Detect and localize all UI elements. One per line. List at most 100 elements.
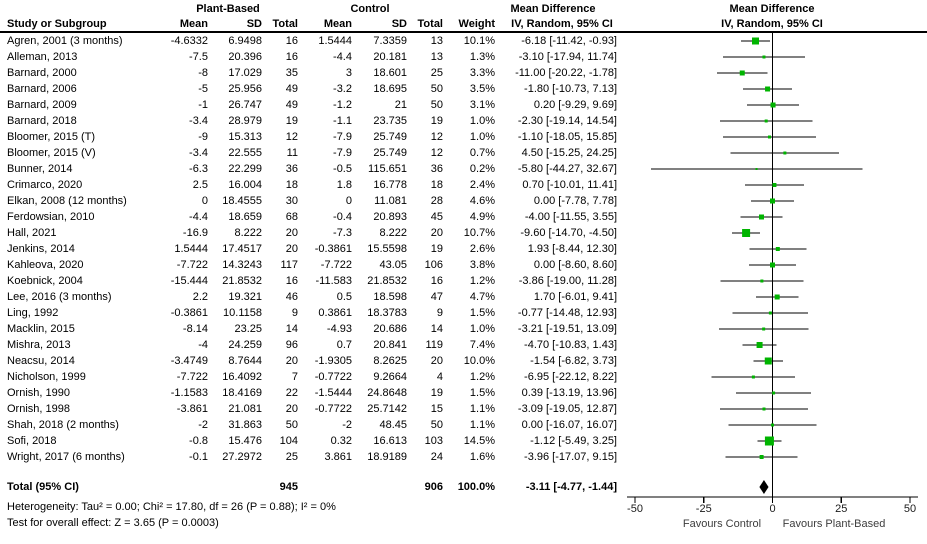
md-column-title: Mean Difference (510, 3, 596, 15)
md-ci-text: 1.93 [-8.44, 12.30] (527, 243, 617, 255)
heterogeneity-text: Heterogeneity: Tau² = 0.00; Chi² = 17.80… (7, 501, 336, 513)
effect-marker (767, 135, 771, 139)
study-name: Shah, 2018 (2 months) (7, 419, 119, 431)
md-ci-text: -1.80 [-10.73, 7.13] (524, 83, 617, 95)
pb-total-value: 104 (279, 435, 298, 447)
pb-mean-value: -6.3 (189, 163, 208, 175)
effect-marker (759, 455, 764, 459)
summary-diamond (759, 480, 769, 494)
pb-sd-value: 8.7644 (228, 355, 262, 367)
study-row: Ling, 1992 -0.3861 10.1158 9 0.3861 18.3783 9 1… (0, 305, 927, 321)
md-ci-text: -5.80 [-44.27, 32.67] (517, 163, 617, 175)
study-row: Ornish, 1990 -1.1583 18.4169 22 -1.5444 24.86… (0, 385, 927, 401)
control-total-value: 50 (430, 99, 443, 111)
control-sd-value: 7.3359 (373, 35, 407, 47)
pb-sd-value: 8.222 (234, 227, 262, 239)
control-mean-value: -7.9 (333, 131, 352, 143)
pb-mean-value: -2 (198, 419, 208, 431)
total-label: Total (95% CI) (7, 481, 79, 493)
pb-mean-value: -8.14 (182, 323, 208, 335)
weight-value: 14.5% (463, 435, 495, 447)
pb-total-value: 20 (285, 355, 298, 367)
weight-value: 0.7% (469, 147, 495, 159)
control-mean-value: 0.7 (336, 339, 352, 351)
total-row: Total (95% CI) 945 906 100.0% -3.11 [-4.… (0, 479, 927, 495)
total-ci-text: -3.11 [-4.77, -1.44] (525, 481, 617, 493)
pb-total-value: 20 (285, 243, 298, 255)
control-sd-value: 25.749 (373, 147, 407, 159)
control-mean-value: -1.5444 (314, 387, 352, 399)
control-sd-value: 25.749 (373, 131, 407, 143)
study-name: Ornish, 1998 (7, 403, 70, 415)
control-mean-value: -7.9 (333, 147, 352, 159)
control-total-value: 28 (430, 195, 443, 207)
pb-mean-value: -3.4 (189, 147, 208, 159)
md-ci-text: -0.77 [-14.48, 12.93] (517, 307, 617, 319)
study-row: Lee, 2016 (3 months) 2.2 19.321 46 0.5 18.598… (0, 289, 927, 305)
study-name: Ling, 1992 (7, 307, 59, 319)
weight-value: 1.2% (469, 371, 495, 383)
pb-sd-value: 18.4555 (222, 195, 262, 207)
effect-marker (775, 247, 780, 251)
pb-mean-value: -7.722 (176, 371, 208, 383)
control-total-value: 9 (436, 307, 443, 319)
weight-value: 10.0% (463, 355, 495, 367)
md-ci-text: 0.39 [-13.19, 13.96] (521, 387, 617, 399)
pb-mean-value: -3.4749 (170, 355, 208, 367)
control-sd-value: 16.778 (373, 179, 407, 191)
effect-marker (760, 279, 764, 283)
pb-total-value: 7 (291, 371, 298, 383)
pb-sd-value: 23.25 (234, 323, 262, 335)
md-ci-text: -2.30 [-19.14, 14.54] (517, 115, 617, 127)
study-row: Agren, 2001 (3 months) -4.6332 6.9498 16 1.5… (0, 33, 927, 49)
md-plot-subtitle: IV, Random, 95% CI (721, 18, 823, 30)
study-name: Crimarco, 2020 (7, 179, 83, 191)
pb-mean-value: -1.1583 (170, 387, 208, 399)
md-ci-text: -6.95 [-22.12, 8.22] (524, 371, 617, 383)
pb-sd-value: 21.8532 (222, 275, 262, 287)
effect-marker (762, 407, 766, 411)
study-name: Macklin, 2015 (7, 323, 75, 335)
control-mean-value: -0.7722 (314, 371, 352, 383)
study-name: Barnard, 2000 (7, 67, 77, 79)
study-row: Alleman, 2013 -7.5 20.396 16 -4.4 20.181 13 1.3… (0, 49, 927, 65)
control-sd-value: 11.081 (374, 195, 407, 207)
pb-total-value: 14 (285, 323, 298, 335)
control-total-value: 36 (430, 163, 443, 175)
overall-effect-text: Test for overall effect: Z = 3.65 (P = 0… (7, 517, 219, 529)
weight-value: 1.6% (469, 451, 495, 463)
study-row: Nicholson, 1999 -7.722 16.4092 7 -0.7722 9.26… (0, 369, 927, 385)
md-column-subtitle: IV, Random, 95% CI (511, 18, 613, 30)
control-sd-value: 18.601 (373, 67, 407, 79)
md-ci-text: 0.00 [-8.60, 8.60] (533, 259, 617, 271)
study-row: Barnard, 2009 -1 26.747 49 -1.2 21 50 3.1% 0.20 … (0, 97, 927, 113)
control-mean-value: 1.5444 (318, 35, 352, 47)
md-ci-text: 0.00 [-16.07, 16.07] (521, 419, 617, 431)
pb-mean-value: -4.4 (189, 211, 208, 223)
pb-total-value: 50 (285, 419, 298, 431)
pb-total-value: 35 (285, 67, 298, 79)
effect-marker (764, 357, 772, 365)
pb-mean-value: -3.861 (176, 403, 208, 415)
pb-sd-value: 14.3243 (222, 259, 262, 271)
pb-sd-value: 21.081 (228, 403, 262, 415)
weight-value: 4.9% (469, 211, 495, 223)
control-total-value: 24 (430, 451, 443, 463)
axis-tick-label: 50 (903, 503, 917, 515)
study-row: Mishra, 2013 -4 24.259 96 0.7 20.841 119 7.4% -4… (0, 337, 927, 353)
control-mean-value: -0.7722 (314, 403, 352, 415)
effect-marker (755, 168, 758, 170)
study-row: Kahleova, 2020 -7.722 14.3243 117 -7.722 43.0… (0, 257, 927, 273)
pb-mean-value: -4 (198, 339, 208, 351)
control-total-value: 12 (430, 147, 443, 159)
weight-value: 1.0% (469, 323, 495, 335)
weight-value: 1.1% (469, 419, 495, 431)
control-sd-header: SD (391, 18, 407, 30)
pb-sd-value: 19.321 (228, 291, 262, 303)
control-total-value: 47 (430, 291, 443, 303)
study-name: Kahleova, 2020 (7, 259, 84, 271)
control-sd-value: 115.651 (368, 163, 407, 175)
pb-sd-value: 15.313 (228, 131, 262, 143)
